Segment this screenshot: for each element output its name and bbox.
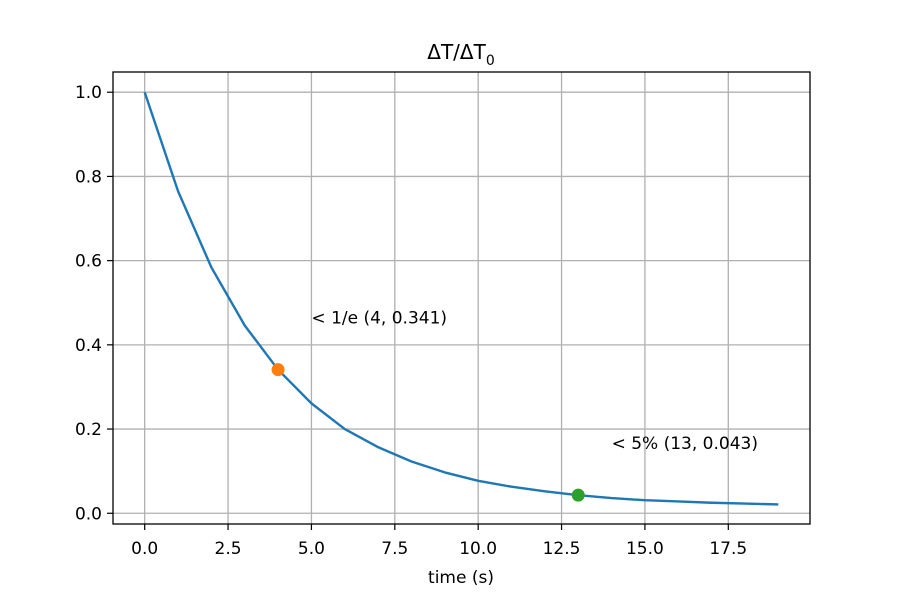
plot-frame (112, 71, 811, 525)
x-tick-label: 15.0 (626, 539, 664, 559)
x-tick-label: 7.5 (381, 539, 408, 559)
y-tick-label: 1.0 (75, 83, 102, 103)
y-tick-label: 0.0 (75, 504, 102, 524)
annotations: < 1/e (4, 0.341) < 5% (13, 0.043) (311, 308, 758, 453)
x-axis-label: time (s) (428, 568, 494, 588)
chart-title-subscript: 0 (486, 53, 495, 69)
y-tick-label: 0.8 (75, 167, 102, 187)
annotation-label: < 1/e (4, 0.341) (311, 308, 447, 328)
y-tick-label: 0.4 (75, 336, 102, 356)
highlight-point (571, 488, 585, 502)
chart-title: ΔT/ΔT0 (427, 40, 494, 69)
y-tick-label: 0.2 (75, 420, 102, 440)
annotation-label: < 5% (13, 0.043) (612, 434, 758, 454)
x-tick-label: 17.5 (709, 539, 747, 559)
marker-layer (271, 363, 585, 502)
grid (113, 72, 810, 524)
x-tick-label: 2.5 (215, 539, 242, 559)
y-tick-label: 0.6 (75, 252, 102, 272)
series-layer (143, 91, 779, 506)
x-tick-label: 0.0 (131, 539, 158, 559)
chart-title-main: ΔT/ΔT (427, 40, 486, 64)
x-tick-label: 10.0 (459, 539, 497, 559)
x-tick-label: 12.5 (543, 539, 581, 559)
x-tick-label: 5.0 (298, 539, 325, 559)
highlight-point (271, 363, 285, 377)
series-line (143, 91, 779, 506)
axis-ticks: 0.0 2.5 5.0 7.5 10.0 12.5 15.0 17.5 0.0 0.2 0.4 0.6… (75, 83, 747, 559)
